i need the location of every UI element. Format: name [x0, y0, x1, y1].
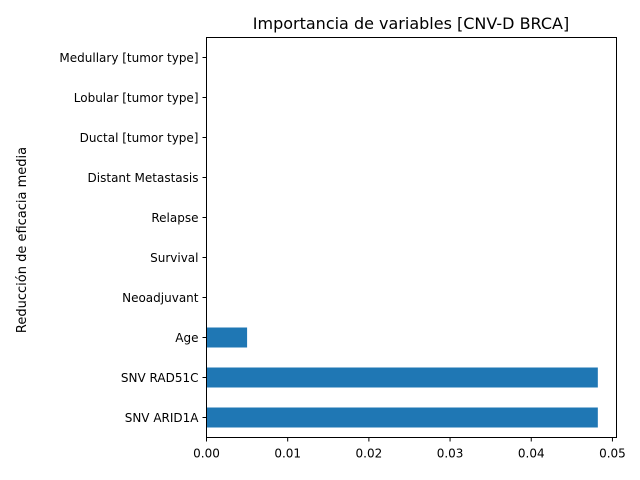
x-tick-label: 0.01: [274, 447, 301, 461]
y-tick-label: Ductal [tumor type]: [80, 131, 199, 145]
x-tick-label: 0.05: [599, 447, 626, 461]
y-tick-label: Medullary [tumor type]: [59, 51, 198, 65]
chart-title: Importancia de variables [CNV-D BRCA]: [253, 14, 569, 33]
y-tick-label: SNV ARID1A: [125, 411, 200, 425]
y-ticks-group: SNV ARID1A SNV RAD51C Age Neoadjuvant Surviv…: [59, 51, 207, 425]
y-axis-label: Reducción de eficacia media: [15, 147, 30, 333]
plot-frame: [206, 37, 617, 438]
bar-snv-rad51c: [206, 367, 598, 388]
y-tick-label: SNV RAD51C: [121, 371, 199, 385]
y-tick-label: Neoadjuvant: [122, 291, 199, 305]
x-tick-label: 0.03: [437, 447, 464, 461]
y-tick-label: Survival: [150, 251, 198, 265]
y-tick-label: Lobular [tumor type]: [74, 91, 199, 105]
x-ticks-group: 0.00 0.01 0.02 0.03 0.04 0.05: [193, 437, 626, 461]
bar-age: [206, 327, 248, 348]
y-tick-label: Relapse: [151, 211, 198, 225]
x-tick-label: 0.00: [193, 447, 220, 461]
y-tick-label: Age: [175, 331, 198, 345]
y-tick-label: Distant Metastasis: [88, 171, 199, 185]
bars-group: [206, 327, 598, 428]
x-tick-label: 0.02: [356, 447, 383, 461]
bar-snv-arid1a: [206, 407, 598, 428]
x-tick-label: 0.04: [518, 447, 545, 461]
